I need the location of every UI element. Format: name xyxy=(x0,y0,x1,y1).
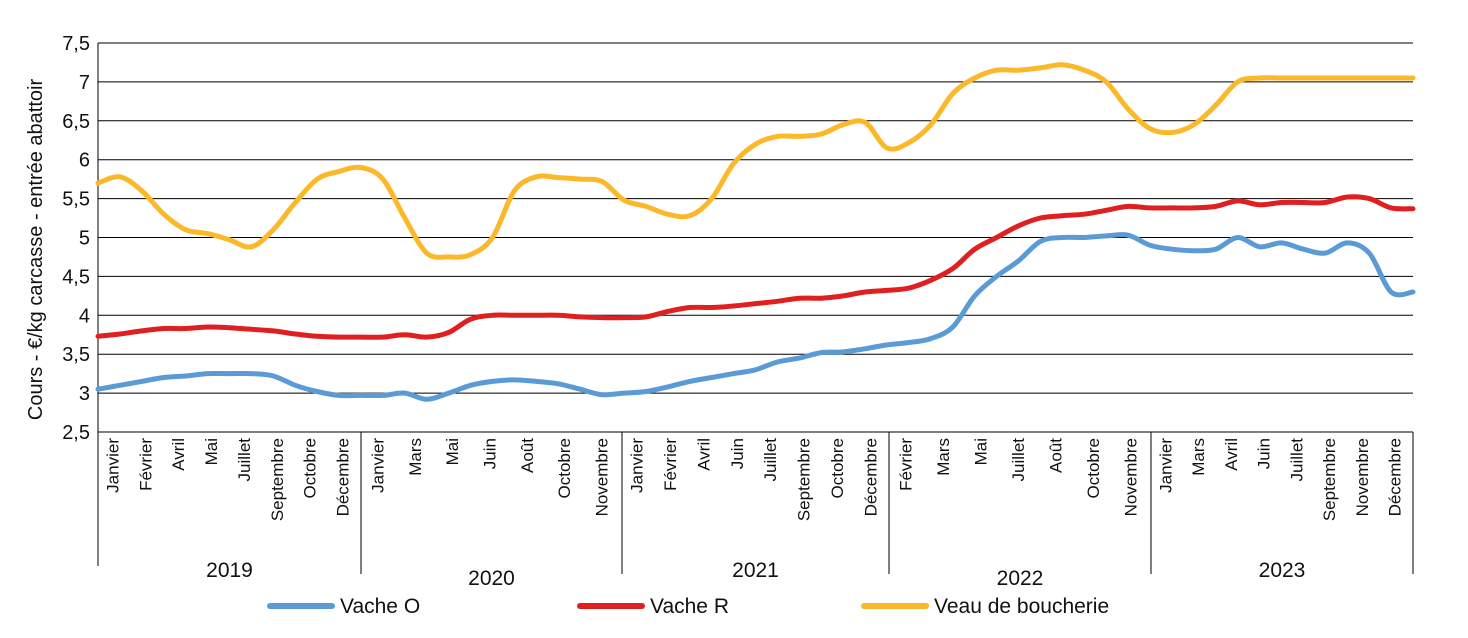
y-tick-label: 6,5 xyxy=(62,111,90,133)
legend: Vache O Vache R Veau de boucherie xyxy=(267,595,1109,618)
month-label: Septembre xyxy=(795,438,814,521)
year-label: 2020 xyxy=(468,567,515,590)
month-label: Juin xyxy=(481,438,500,469)
month-label: Mai xyxy=(972,438,991,465)
y-tick-label: 6 xyxy=(79,150,90,172)
month-label: Avril xyxy=(1222,438,1241,471)
series-lines xyxy=(95,62,1416,402)
legend-label-vache-o: Vache O xyxy=(340,595,420,618)
legend-label-veau-de-boucherie: Veau de boucherie xyxy=(934,595,1109,618)
month-label: Août xyxy=(1046,438,1065,473)
month-label: Mai xyxy=(202,438,221,465)
series-line-veau-de-boucherie xyxy=(95,62,1416,260)
month-label: Août xyxy=(518,438,537,473)
x-axis: 2019 Janvier Février Avril Mai Juillet Septemb… xyxy=(97,43,1414,590)
month-label: Mars xyxy=(934,438,953,476)
y-axis-title: Cours - €/kg carcasse - entrée abattoir xyxy=(25,79,47,421)
y-tick-label: 4 xyxy=(79,305,90,327)
month-label: Janvier xyxy=(103,438,122,493)
month-label: Novembre xyxy=(1353,438,1372,516)
month-label: Janvier xyxy=(1156,438,1175,493)
month-label: Janvier xyxy=(369,438,388,493)
month-label: Octobre xyxy=(1084,438,1103,498)
series-line-vache-r xyxy=(95,194,1416,340)
year-label: 2019 xyxy=(206,559,253,582)
month-label: Mars xyxy=(406,438,425,476)
y-tick-label: 5 xyxy=(79,228,90,250)
year-label: 2023 xyxy=(1259,559,1306,582)
month-label: Juillet xyxy=(761,438,780,482)
month-label: Septembre xyxy=(1320,438,1339,521)
y-tick-labels: 2,5 3 3,5 4 4,5 5 5,5 6 6,5 7 7,5 xyxy=(62,33,90,444)
month-label: Juin xyxy=(728,438,747,469)
year-label: 2022 xyxy=(997,567,1044,590)
y-tick-label: 3,5 xyxy=(62,344,90,366)
month-label: Octobre xyxy=(301,438,320,498)
month-label: Avril xyxy=(169,438,188,471)
month-label: Décembre xyxy=(861,438,880,516)
month-label: Novembre xyxy=(592,438,611,516)
year-label: 2021 xyxy=(732,559,779,582)
month-label: Avril xyxy=(694,438,713,471)
y-tick-label: 7,5 xyxy=(62,33,90,55)
month-label: Juillet xyxy=(235,438,254,482)
month-label: Décembre xyxy=(1386,438,1405,516)
y-tick-label: 2,5 xyxy=(62,422,90,444)
y-tick-label: 7 xyxy=(79,72,90,94)
month-label: Octobre xyxy=(555,438,574,498)
y-tick-label: 5,5 xyxy=(62,189,90,211)
y-gridlines xyxy=(98,42,1413,433)
month-label: Septembre xyxy=(268,438,287,521)
month-label: Mai xyxy=(443,438,462,465)
month-label: Mars xyxy=(1189,438,1208,476)
month-label: Février xyxy=(897,438,916,491)
y-tick-label: 4,5 xyxy=(62,266,90,288)
month-label: Juillet xyxy=(1009,438,1028,482)
month-label: Février xyxy=(136,438,155,491)
legend-label-vache-r: Vache R xyxy=(650,595,729,618)
month-label: Janvier xyxy=(628,438,647,493)
month-label: Février xyxy=(661,438,680,491)
month-label: Octobre xyxy=(828,438,847,498)
month-label: Décembre xyxy=(334,438,353,516)
month-label: Novembre xyxy=(1121,438,1140,516)
month-label: Juillet xyxy=(1287,438,1306,482)
series-line-vache-o xyxy=(95,232,1416,402)
y-tick-label: 3 xyxy=(79,383,90,405)
month-label: Juin xyxy=(1255,438,1274,469)
